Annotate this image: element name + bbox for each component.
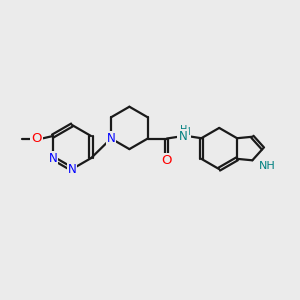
Text: O: O xyxy=(162,154,172,167)
Text: N: N xyxy=(107,132,116,145)
Text: N: N xyxy=(179,130,188,143)
Text: N: N xyxy=(68,163,76,176)
Text: H: H xyxy=(180,125,188,135)
Text: N: N xyxy=(49,152,57,165)
Text: NH: NH xyxy=(259,161,276,171)
Text: N: N xyxy=(178,130,187,143)
Text: O: O xyxy=(32,133,42,146)
Text: H: H xyxy=(183,127,190,137)
